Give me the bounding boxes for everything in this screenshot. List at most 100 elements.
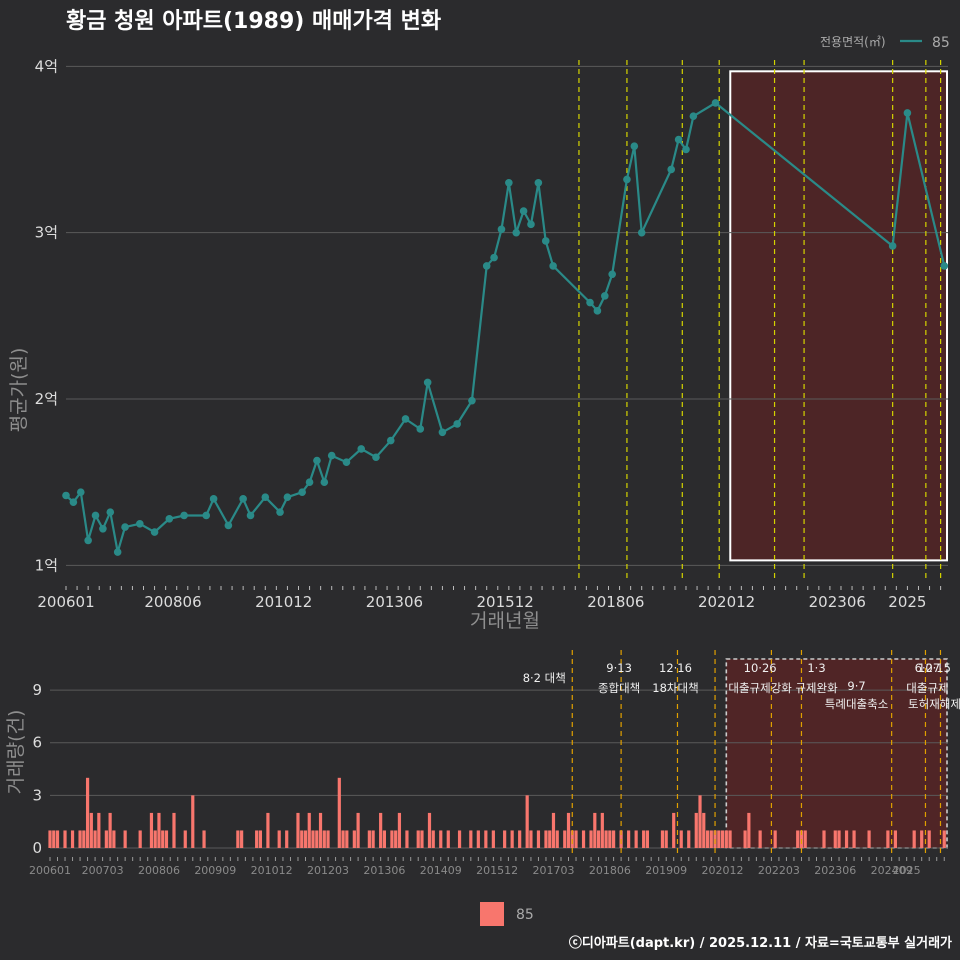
price-point	[283, 493, 292, 501]
price-point	[121, 523, 129, 531]
volume-bar	[796, 830, 800, 848]
volume-bar	[457, 830, 462, 848]
volume-bar	[634, 830, 638, 848]
volume-bar	[153, 830, 157, 848]
volume-bar	[589, 830, 593, 848]
volume-bar	[202, 830, 206, 848]
volume-bar	[296, 812, 300, 848]
volume-bar	[476, 830, 480, 848]
price-x-tick-label: 201806	[587, 593, 644, 611]
volume-bar	[544, 830, 548, 848]
volume-bar	[536, 830, 541, 848]
volume-bar	[596, 830, 601, 848]
volume-bar	[191, 795, 195, 848]
price-y-tick-label: 4억	[35, 57, 58, 75]
volume-bar	[337, 777, 341, 848]
volume-bar	[555, 830, 559, 848]
price-point	[99, 524, 107, 533]
volume-bar	[893, 830, 897, 848]
volume-y-tick-label: 6	[32, 734, 42, 752]
volume-bar	[93, 830, 97, 848]
volume-x-tick-label: 202409	[871, 864, 913, 877]
price-x-tick-label: 202012	[698, 593, 755, 611]
price-point	[62, 491, 70, 500]
price-point	[313, 456, 321, 465]
volume-bar	[927, 830, 931, 848]
price-point	[888, 242, 897, 250]
volume-bar	[303, 830, 308, 848]
volume-x-tick-label: 201203	[307, 864, 349, 877]
price-point	[246, 511, 255, 520]
price-point	[623, 175, 631, 184]
price-point	[305, 478, 314, 486]
volume-bar	[371, 830, 375, 848]
volume-bar	[803, 830, 807, 848]
volume-bar	[844, 830, 849, 848]
price-point	[106, 508, 115, 516]
price-point	[519, 207, 528, 215]
price-point	[239, 495, 247, 503]
volume-x-tick-label: 2025	[893, 864, 921, 877]
price-point	[202, 511, 211, 520]
policy-annotation-label: 10·15	[918, 661, 951, 675]
price-point	[468, 396, 476, 405]
volume-bar	[379, 812, 383, 848]
volume-bar	[89, 812, 93, 848]
volume-legend: 85	[480, 902, 534, 926]
policy-annotation-label: 특례대출축소	[825, 697, 888, 711]
policy-annotation-label: 9·7	[847, 679, 865, 693]
volume-bar	[236, 830, 240, 848]
volume-bar	[705, 830, 710, 848]
volume-bar	[70, 830, 75, 848]
volume-bar	[551, 812, 556, 848]
volume-bar	[446, 830, 450, 848]
policy-annotation-label: 종합대책	[598, 681, 640, 695]
volume-x-tick-label: 201409	[420, 864, 462, 877]
volume-y-tick-label: 9	[32, 681, 42, 699]
price-point	[453, 420, 461, 428]
price-point	[512, 228, 521, 237]
volume-bar	[822, 830, 826, 848]
volume-bar	[912, 830, 916, 848]
price-x-tick-label: 201306	[366, 593, 423, 611]
price-point	[593, 307, 602, 315]
volume-bar	[416, 830, 420, 848]
volume-bar	[164, 830, 169, 848]
price-point	[903, 109, 912, 117]
volume-bar	[52, 830, 56, 848]
volume-bar	[183, 830, 187, 848]
volume-bar	[277, 830, 281, 848]
volume-x-tick-label: 200703	[82, 864, 124, 877]
volume-bar	[510, 830, 514, 848]
price-x-tick-label: 200806	[144, 593, 201, 611]
volume-bar	[728, 830, 732, 848]
policy-annotation-label: 대출규제강화	[728, 681, 792, 695]
volume-bar	[240, 830, 244, 848]
volume-x-tick-label: 201703	[532, 864, 574, 877]
price-point	[482, 262, 491, 270]
volume-bar	[679, 830, 683, 848]
price-point	[69, 498, 78, 506]
price-point	[630, 142, 639, 150]
volume-bar	[563, 830, 567, 848]
volume-bar	[698, 795, 702, 848]
price-point	[689, 112, 698, 121]
volume-bar	[82, 830, 86, 848]
chart-title: 황금 청원 아파트(1989) 매매가격 변화	[66, 9, 441, 34]
volume-bar	[85, 777, 90, 848]
volume-bar	[548, 830, 552, 848]
volume-x-tick-label: 200909	[194, 864, 236, 877]
price-point	[401, 415, 410, 423]
price-point	[416, 425, 425, 433]
volume-x-tick-label: 201806	[589, 864, 631, 877]
volume-x-tick-label: 200601	[29, 864, 71, 877]
price-point	[165, 514, 174, 523]
volume-bar	[773, 830, 777, 848]
volume-bar	[491, 830, 495, 848]
volume-bar	[311, 830, 315, 848]
volume-bar	[743, 830, 747, 848]
price-point	[527, 220, 535, 229]
volume-bar	[469, 830, 473, 848]
volume-bar	[503, 830, 507, 848]
